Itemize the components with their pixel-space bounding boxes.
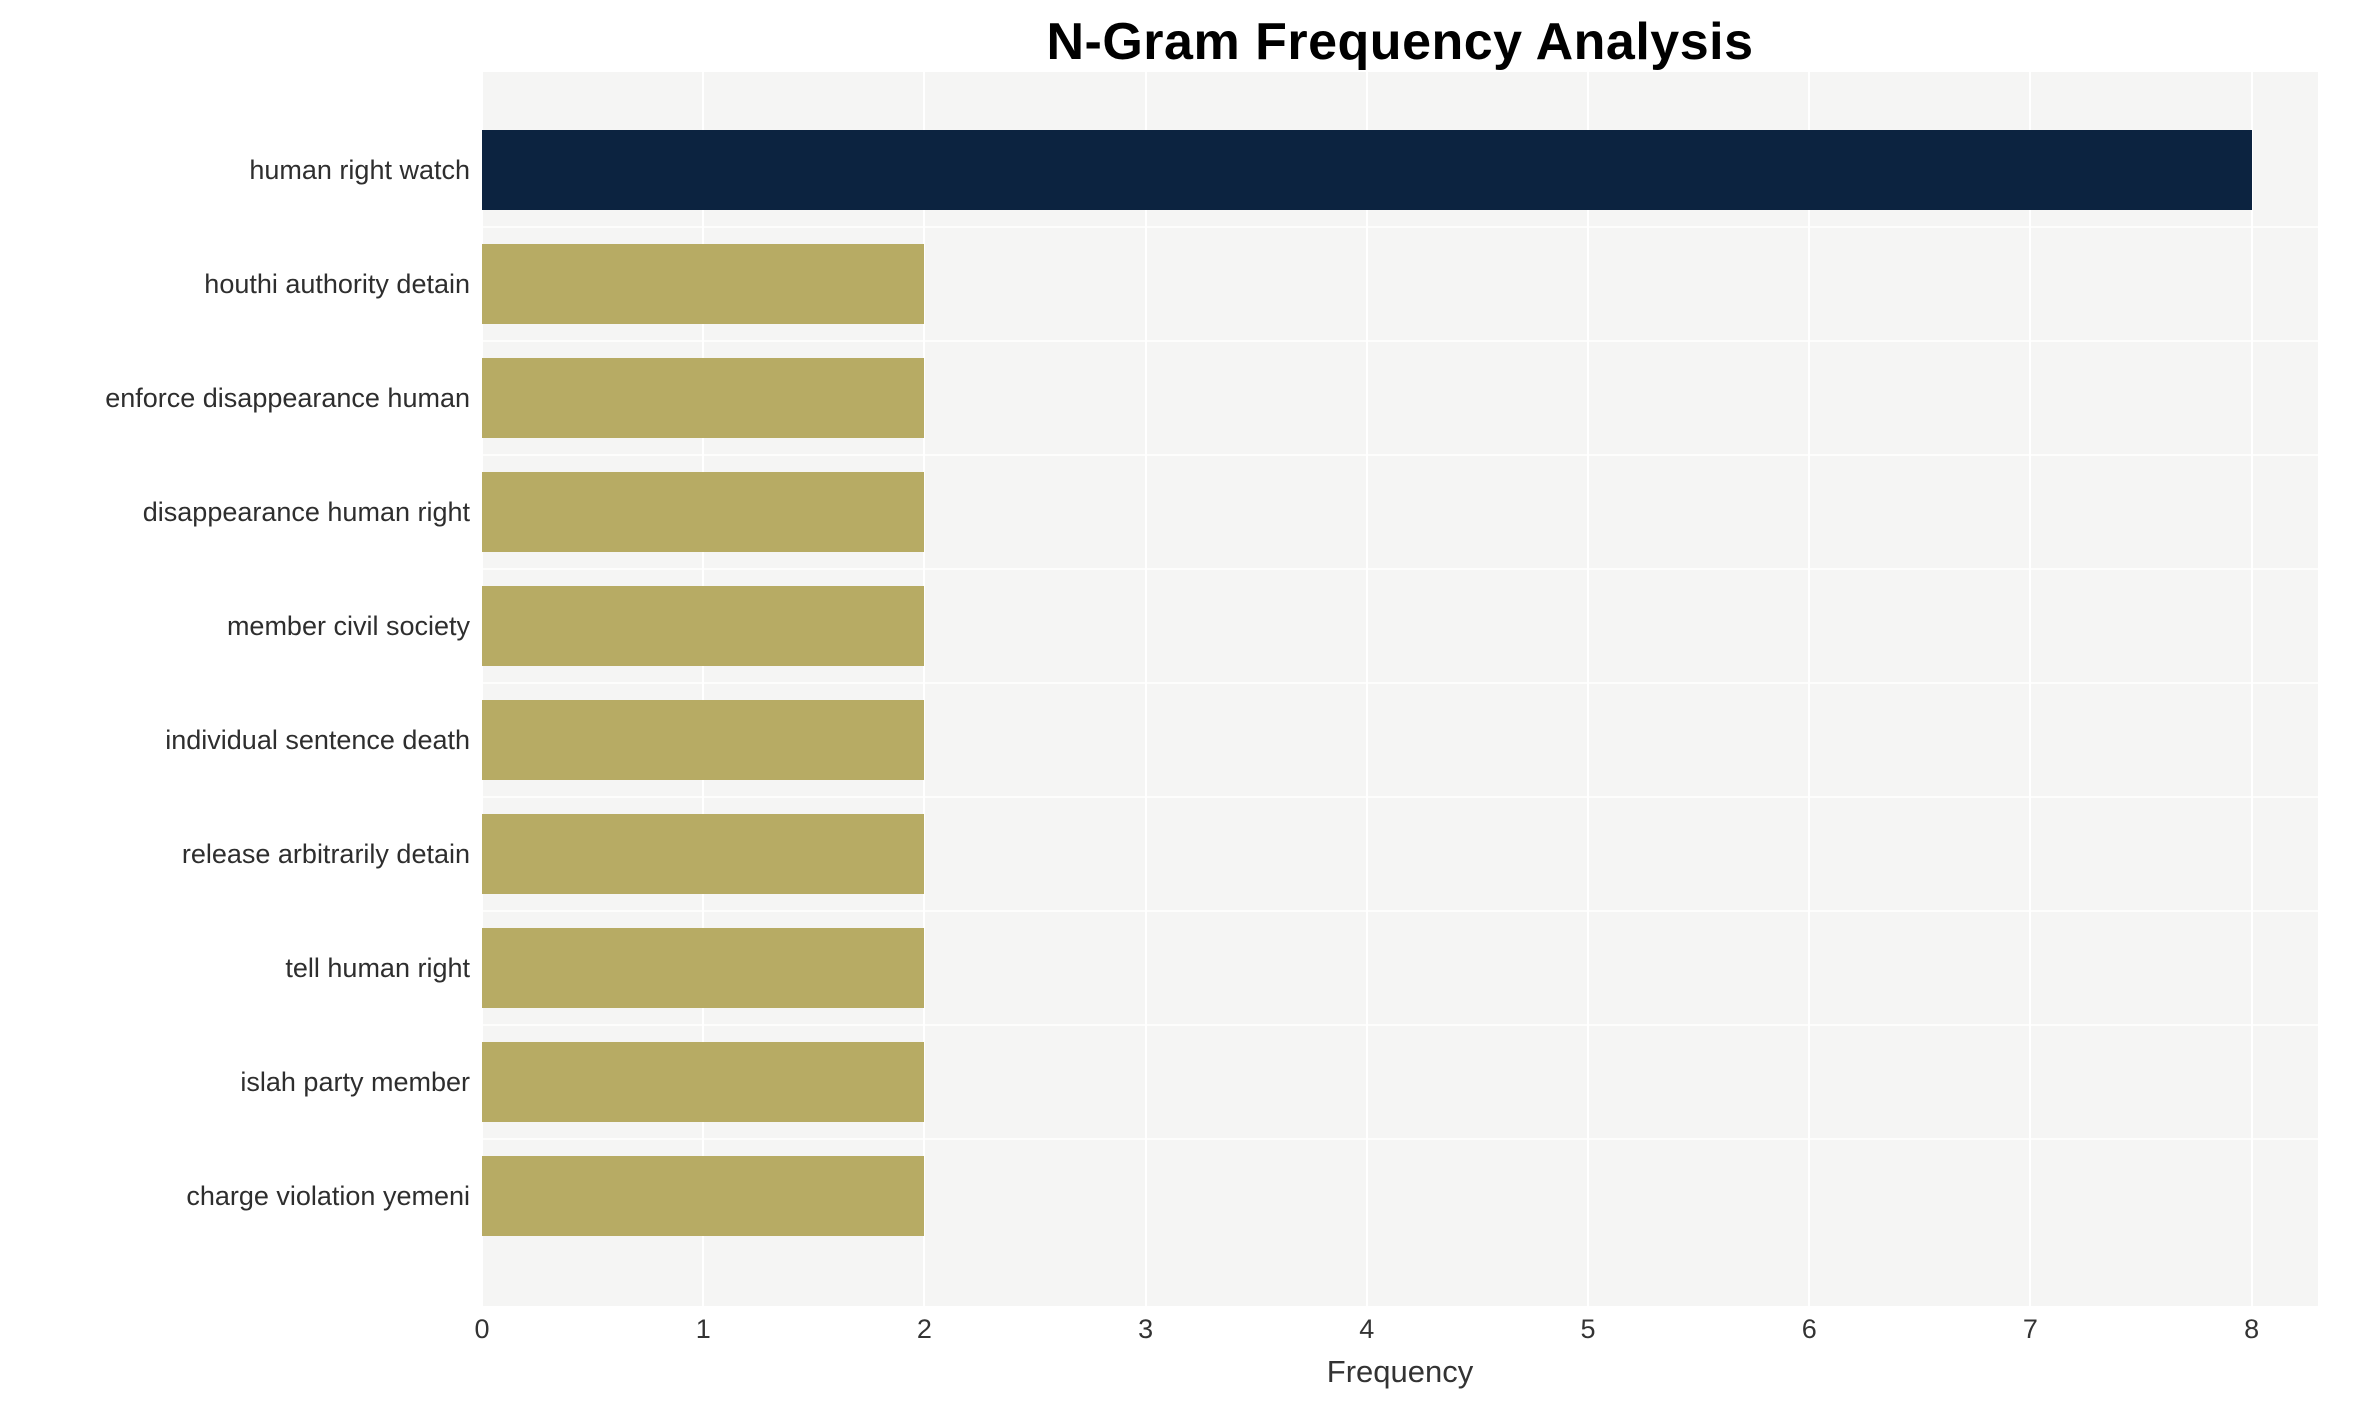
category-label: tell human right: [285, 952, 470, 983]
bar-rows: human right watch houthi authority detain…: [0, 72, 2318, 1306]
bar-row: member civil society: [0, 568, 2318, 682]
gridline-x-4: [1365, 72, 1368, 1306]
category-label: houthi authority detain: [204, 268, 470, 299]
frequency-bar: [482, 358, 925, 438]
gridline-x-5: [1587, 72, 1590, 1306]
frequency-bar: [482, 1042, 925, 1122]
category-label: individual sentence death: [165, 724, 470, 755]
frequency-bar: [482, 130, 2252, 210]
category-label: enforce disappearance human: [105, 382, 470, 413]
bar-row: houthi authority detain: [0, 226, 2318, 340]
x-tick-label: 2: [916, 1314, 932, 1344]
gridline-x-0: [482, 72, 483, 1306]
frequency-bar: [482, 472, 925, 552]
gridline-x-8: [2250, 72, 2253, 1306]
bar-row: charge violation yemeni: [0, 1138, 2318, 1252]
bar-track: [482, 700, 2318, 780]
frequency-bar: [482, 1156, 925, 1236]
bar-track: [482, 358, 2318, 438]
x-axis-title: Frequency: [1326, 1354, 1474, 1389]
bar-track: [482, 1042, 2318, 1122]
bar-row: enforce disappearance human: [0, 340, 2318, 454]
bar-track: [482, 472, 2318, 552]
bar-track: [482, 586, 2318, 666]
bar-row: release arbitrarily detain: [0, 796, 2318, 910]
bar-track: [482, 244, 2318, 324]
bar-track: [482, 814, 2318, 894]
chart-title: N-Gram Frequency Analysis: [1046, 13, 1754, 71]
bar-track: [482, 130, 2318, 210]
frequency-bar: [482, 586, 925, 666]
gridline-x-2: [923, 72, 926, 1306]
x-tick-label: 5: [1580, 1314, 1596, 1344]
frequency-bar: [482, 928, 925, 1008]
x-tick-label: 7: [2022, 1314, 2038, 1344]
frequency-bar: [482, 700, 925, 780]
frequency-bar: [482, 244, 925, 324]
bar-row: human right watch: [0, 114, 2318, 226]
bar-track: [482, 928, 2318, 1008]
x-axis-ticks: 0 1 2 3 4 5 6 7 8: [474, 1314, 2318, 1356]
gridline-x-7: [2029, 72, 2032, 1306]
gridline-x-6: [1808, 72, 1811, 1306]
x-tick-label: 3: [1138, 1314, 1154, 1344]
x-tick-label: 1: [695, 1314, 711, 1344]
bar-row: islah party member: [0, 1024, 2318, 1138]
gridline-x-3: [1144, 72, 1147, 1306]
category-label: human right watch: [249, 154, 470, 185]
category-label: release arbitrarily detain: [181, 838, 470, 869]
bar-row: tell human right: [0, 910, 2318, 1024]
category-label: disappearance human right: [142, 496, 470, 527]
category-label: islah party member: [240, 1066, 470, 1097]
gridline-x-1: [702, 72, 705, 1306]
x-tick-label: 4: [1359, 1314, 1375, 1344]
bar-row: individual sentence death: [0, 682, 2318, 796]
x-tick-label: 0: [474, 1314, 490, 1344]
category-label: charge violation yemeni: [186, 1180, 470, 1211]
category-label: member civil society: [226, 610, 470, 641]
frequency-bar: [482, 814, 925, 894]
bar-row: disappearance human right: [0, 454, 2318, 568]
x-tick-label: 6: [1801, 1314, 1817, 1344]
bar-track: [482, 1156, 2318, 1236]
x-tick-label: 8: [2244, 1314, 2260, 1344]
